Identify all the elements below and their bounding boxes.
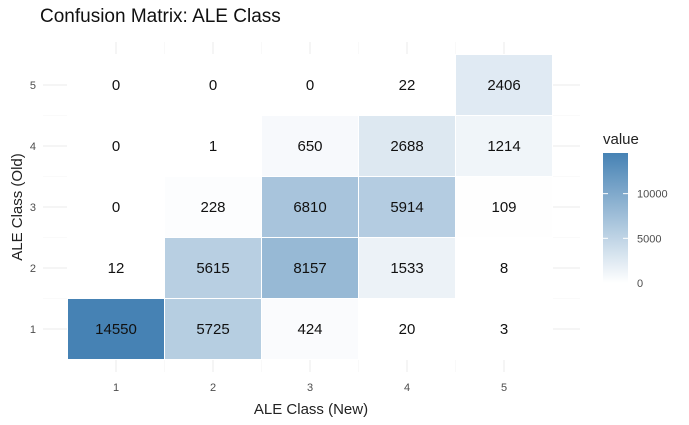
cell-value-label: 14550: [95, 321, 137, 338]
heatmap-cell: [261, 237, 359, 299]
legend-tick-label: 5000: [637, 233, 661, 245]
y-tick-label: 2: [30, 263, 36, 275]
heatmap-cell: [455, 54, 553, 116]
heatmap-cell: [261, 54, 359, 116]
cell-value-label: 22: [399, 77, 416, 94]
cell-value-label: 424: [297, 321, 322, 338]
x-tick-label: 3: [307, 382, 313, 394]
cell-labels: 14550 5725 424 20 3 12 5615 8157 1533 8 0 228 6810 59…: [95, 77, 521, 338]
cell-value-label: 12: [108, 260, 125, 277]
cell-value-label: 5725: [196, 321, 229, 338]
heatmap-cell: [358, 237, 456, 299]
x-tick-label: 2: [210, 382, 216, 394]
cell-value-label: 0: [112, 138, 120, 155]
legend-title: value: [603, 131, 639, 148]
legend-tick-label: 10000: [637, 189, 668, 201]
heatmap-cell: [455, 115, 553, 177]
cell-value-label: 5914: [390, 199, 423, 216]
heatmap-cell: [164, 54, 262, 116]
heatmap-cell: [164, 237, 262, 299]
cell-value-label: 6810: [293, 199, 326, 216]
cell-value-label: 1533: [390, 260, 423, 277]
heatmap-cell: [164, 115, 262, 177]
cell-value-label: 650: [297, 138, 322, 155]
y-tick-label: 5: [30, 80, 36, 92]
cell-value-label: 5615: [196, 260, 229, 277]
heatmap-cell: [358, 115, 456, 177]
cell-value-label: 3: [500, 321, 508, 338]
x-tick-label: 4: [404, 382, 410, 394]
heatmap-cell: [358, 54, 456, 116]
heatmap-cell: [164, 298, 262, 360]
colorbar: [603, 153, 628, 283]
y-axis-label: ALE Class (Old): [9, 153, 26, 261]
cell-value-label: 2688: [390, 138, 423, 155]
heatmap-cell: [358, 176, 456, 238]
cell-value-label: 8: [500, 260, 508, 277]
heatmap-cell: [261, 298, 359, 360]
cell-value-label: 1: [209, 138, 217, 155]
cell-value-label: 0: [112, 77, 120, 94]
heatmap-cell: [67, 298, 165, 360]
cell-value-label: 8157: [293, 260, 326, 277]
cell-value-label: 228: [200, 199, 225, 216]
cell-value-label: 0: [209, 77, 217, 94]
color-legend: value 0 5000 10000: [603, 131, 668, 290]
y-tick-label: 4: [30, 141, 36, 153]
y-tick-label: 1: [30, 324, 36, 336]
heatmap-cell: [67, 176, 165, 238]
heatmap-tiles: [67, 54, 553, 360]
cell-value-label: 2406: [487, 77, 520, 94]
cell-value-label: 109: [491, 199, 516, 216]
cell-value-label: 0: [112, 199, 120, 216]
x-tick-label: 1: [113, 382, 119, 394]
cell-value-label: 0: [306, 77, 314, 94]
heatmap-cell: [261, 176, 359, 238]
legend-tick-label: 0: [637, 278, 643, 290]
heatmap-cell: [67, 115, 165, 177]
x-tick-label: 5: [501, 382, 507, 394]
heatmap-cell: [455, 237, 553, 299]
x-axis-label: ALE Class (New): [254, 401, 368, 418]
y-tick-label: 3: [30, 202, 36, 214]
heatmap-cell: [261, 115, 359, 177]
cell-value-label: 1214: [487, 138, 520, 155]
heatmap-cell: [67, 54, 165, 116]
chart-title: Confusion Matrix: ALE Class: [40, 6, 281, 27]
cell-value-label: 20: [399, 321, 416, 338]
